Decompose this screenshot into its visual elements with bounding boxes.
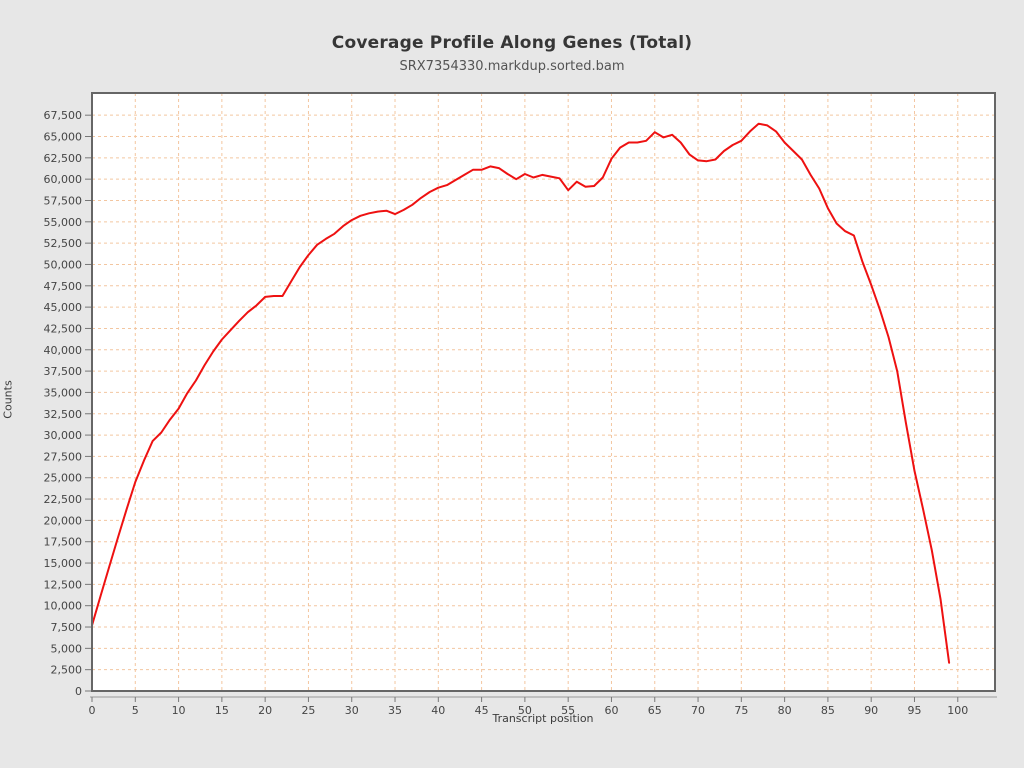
x-tick-label: 40 (431, 704, 445, 717)
x-tick-label: 65 (648, 704, 662, 717)
x-tick-label: 70 (691, 704, 705, 717)
y-tick-label: 17,500 (44, 536, 83, 549)
x-tick-label: 35 (388, 704, 402, 717)
x-tick-label: 20 (258, 704, 272, 717)
y-tick-label: 7,500 (51, 621, 83, 634)
y-tick-label: 12,500 (44, 578, 83, 591)
y-tick-label: 5,000 (51, 642, 83, 655)
x-tick-label: 85 (821, 704, 835, 717)
y-tick-label: 47,500 (44, 280, 83, 293)
x-tick-label: 5 (132, 704, 139, 717)
y-tick-label: 42,500 (44, 322, 83, 335)
y-tick-label: 37,500 (44, 365, 83, 378)
y-tick-label: 30,000 (44, 429, 83, 442)
y-tick-label: 57,500 (44, 194, 83, 207)
y-tick-label: 15,000 (44, 557, 83, 570)
y-tick-label: 27,500 (44, 450, 83, 463)
y-tick-label: 22,500 (44, 493, 83, 506)
x-tick-label: 25 (301, 704, 315, 717)
x-tick-label: 80 (778, 704, 792, 717)
y-tick-label: 65,000 (44, 131, 83, 144)
y-tick-label: 45,000 (44, 301, 83, 314)
coverage-series-line (91, 122, 951, 664)
x-tick-label: 95 (907, 704, 921, 717)
y-tick-label: 10,000 (44, 600, 83, 613)
x-tick-label: 75 (734, 704, 748, 717)
y-tick-label: 0 (75, 685, 82, 698)
y-tick-label: 60,000 (44, 173, 83, 186)
x-tick-label: 10 (172, 704, 186, 717)
y-tick-label: 35,000 (44, 386, 83, 399)
y-tick-label: 50,000 (44, 258, 83, 271)
y-tick-label: 40,000 (44, 344, 83, 357)
x-tick-label: 0 (89, 704, 96, 717)
y-tick-label: 20,000 (44, 514, 83, 527)
y-tick-label: 2,500 (51, 664, 83, 677)
chart-title: Coverage Profile Along Genes (Total) (331, 33, 693, 53)
y-tick-label: 32,500 (44, 408, 83, 421)
chart-subtitle: SRX7354330.markdup.sorted.bam (399, 59, 625, 74)
y-tick-label: 55,000 (44, 216, 83, 229)
y-tick-label: 62,500 (44, 152, 83, 165)
y-tick-label: 25,000 (44, 472, 83, 485)
plot-frame (91, 92, 996, 692)
x-tick-label: 50 (518, 704, 532, 717)
y-tick-label: 67,500 (44, 109, 83, 122)
x-tick-label: 45 (475, 704, 489, 717)
x-tick-label: 30 (345, 704, 359, 717)
y-tick-label: 52,500 (44, 237, 83, 250)
x-tick-label: 90 (864, 704, 878, 717)
x-tick-label: 100 (947, 704, 968, 717)
x-tick-label: 15 (215, 704, 229, 717)
x-tick-label: 55 (561, 704, 575, 717)
x-tick-label: 60 (604, 704, 618, 717)
x-axis-label: Transcript position (492, 712, 594, 725)
